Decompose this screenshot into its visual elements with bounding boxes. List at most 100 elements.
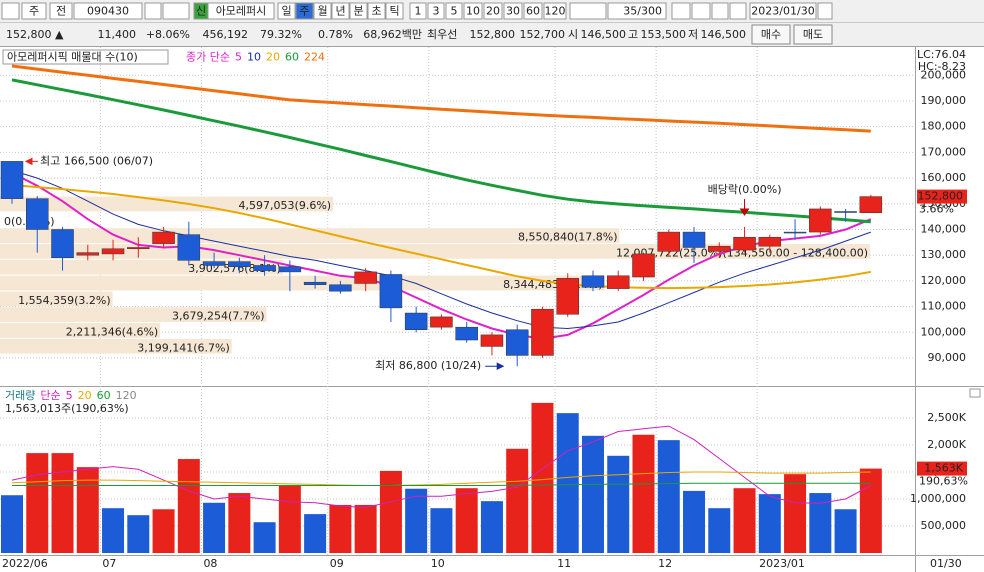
toolbar-button[interactable] [313, 2, 332, 20]
candle-body [127, 247, 150, 250]
toolbar-button[interactable] [49, 2, 73, 20]
toolbar-text[interactable]: 월 [317, 5, 327, 18]
info-low-label: 저 [688, 28, 698, 41]
toolbar-button[interactable] [607, 2, 667, 20]
legend-title-box [2, 49, 169, 65]
volume-ma-line [12, 482, 871, 486]
toolbar-button[interactable] [349, 2, 368, 20]
search-icon[interactable] [144, 2, 162, 20]
tool-icon[interactable] [711, 2, 729, 20]
x-tick-label: 07 [102, 557, 116, 570]
buy-label[interactable]: 매수 [761, 28, 781, 41]
info-open: 146,500 [581, 28, 627, 41]
toolbar-button[interactable] [427, 2, 445, 20]
toolbar-text[interactable]: 120 [545, 5, 566, 18]
sell-label[interactable]: 매도 [803, 28, 823, 41]
calendar-icon[interactable] [817, 2, 833, 20]
profile-band [0, 338, 232, 354]
y-tick-label: 140,000 [921, 222, 967, 235]
sound-icon[interactable] [162, 2, 190, 20]
toolbar-text[interactable]: 60 [526, 5, 540, 18]
toolbar-button[interactable] [543, 2, 567, 20]
toolbar-button[interactable] [295, 2, 314, 20]
y-tick-label: 110,000 [921, 300, 967, 313]
toolbar-text[interactable]: 35/300 [623, 5, 662, 18]
toolbar-button[interactable] [463, 2, 483, 20]
volume-bar [708, 508, 731, 553]
profile-band [0, 307, 267, 323]
volume-summary: 1,563,013주(190,63%) [5, 402, 129, 415]
toolbar-button[interactable] [523, 2, 543, 20]
toolbar-button[interactable] [21, 2, 47, 20]
toolbar-text[interactable]: 3 [433, 5, 440, 18]
toolbar-text[interactable]: 분 [353, 5, 363, 18]
candle-body [455, 326, 478, 341]
tool-icon[interactable] [671, 2, 691, 20]
info-open-label: 시 [568, 28, 578, 41]
info-high-label: 고 [628, 28, 638, 41]
toolbar-text[interactable]: 10 [466, 5, 480, 18]
settings-icon[interactable] [729, 2, 747, 20]
toolbar-text[interactable]: 1 [415, 5, 422, 18]
toolbar-button[interactable] [483, 2, 503, 20]
info-amount: 68,962백만 [363, 28, 422, 41]
toolbar-text[interactable]: 신 [196, 5, 206, 18]
toolbar-button[interactable] [749, 2, 817, 20]
volume-bar [26, 453, 49, 553]
volume-bar [683, 490, 706, 553]
y-tick-label: 160,000 [921, 171, 967, 184]
toolbar-text[interactable]: 2023/01/30 [751, 5, 814, 18]
candle-body [581, 275, 605, 288]
info-price: 152,800 ▲ [6, 28, 64, 41]
toolbar-text[interactable]: 5 [451, 5, 458, 18]
toolbar-text[interactable]: 초 [371, 5, 381, 18]
tool-icon[interactable] [691, 2, 711, 20]
x-tick-label: 08 [203, 557, 217, 570]
toolbar-button[interactable] [503, 2, 523, 20]
last-volume-box [917, 461, 967, 476]
dropdown[interactable] [569, 2, 607, 20]
toolbar-text[interactable]: 주 [29, 5, 39, 18]
toolbar-text[interactable]: 전 [56, 5, 66, 18]
last-price-box [917, 189, 967, 204]
toolbar-text[interactable]: 틱 [389, 5, 399, 18]
legend-prefix: 종가 단순 [186, 51, 230, 64]
volume-bar [859, 468, 882, 553]
toolbar-button[interactable] [331, 2, 350, 20]
y-tick-label: 130,000 [921, 248, 967, 261]
volume-bar [556, 413, 579, 553]
volume-bar [455, 488, 478, 553]
toolbar-button[interactable] [277, 2, 296, 20]
menu-icon[interactable] [1, 2, 20, 20]
volume-bar [253, 522, 276, 553]
buy-button[interactable] [751, 24, 791, 45]
toolbar-text[interactable]: 20 [486, 5, 500, 18]
toolbar-text[interactable]: 년 [335, 5, 345, 18]
volume-bar [657, 440, 680, 553]
volume-bar [354, 504, 377, 553]
candle-body [329, 284, 352, 292]
volume-bar [228, 493, 251, 553]
toolbar-text[interactable]: 일 [281, 4, 291, 18]
toolbar-button[interactable] [367, 2, 386, 20]
y-tick-label: 100,000 [921, 325, 967, 338]
toolbar-text[interactable]: 090430 [87, 5, 129, 18]
legend-entry: 120 [116, 389, 137, 402]
volume-bar [203, 502, 226, 553]
toolbar-button[interactable] [445, 2, 463, 20]
candle-body [354, 271, 377, 284]
y-tick-label: 90,000 [928, 351, 967, 364]
sell-button[interactable] [793, 24, 833, 45]
volume-bar [632, 434, 655, 553]
toolbar-text[interactable]: 주 [299, 5, 309, 18]
toolbar-button[interactable] [73, 2, 143, 20]
volume-bar [784, 474, 807, 553]
toolbar-text[interactable]: 아모레퍼시 [216, 5, 267, 18]
toolbar-button[interactable] [385, 2, 404, 20]
toolbar-button[interactable] [207, 2, 275, 20]
x-end-label: 01/30 [930, 557, 962, 570]
toolbar-text[interactable]: 30 [506, 5, 520, 18]
legend-entry: 5 [66, 389, 73, 402]
toolbar-button[interactable] [409, 2, 427, 20]
